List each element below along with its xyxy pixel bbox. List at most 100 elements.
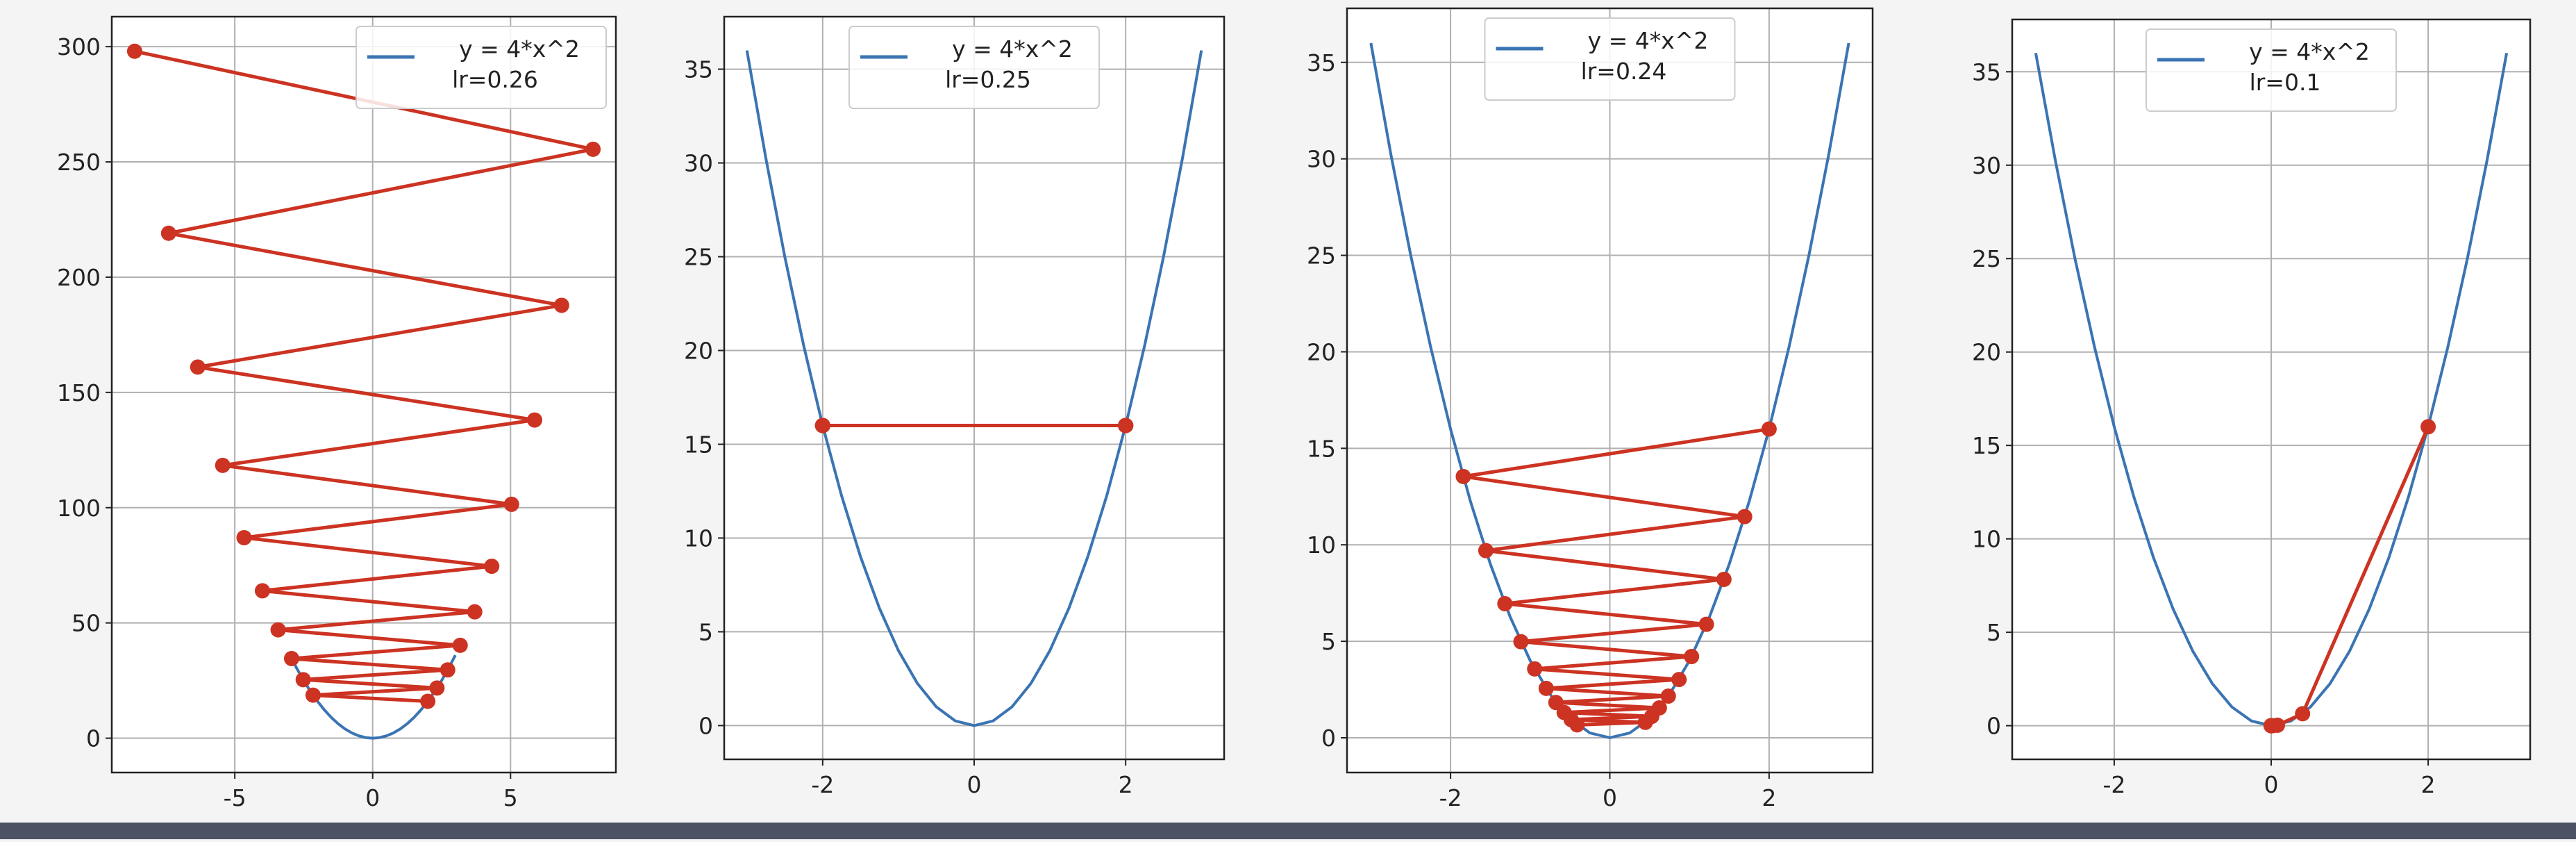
y-tick-label: 30: [1972, 152, 2001, 179]
x-tick-label: -2: [1439, 784, 1462, 811]
series-line: [1463, 427, 1770, 727]
point: [1513, 634, 1529, 650]
point: [1716, 571, 1732, 587]
point: [1478, 543, 1494, 559]
point: [503, 496, 519, 512]
y-tick-label: 35: [1972, 58, 2001, 85]
point: [553, 297, 569, 313]
x-tick-label: -2: [2102, 771, 2125, 798]
x-tick-label: 2: [2421, 771, 2436, 798]
y-tick-label: 35: [684, 56, 713, 83]
point: [270, 622, 286, 638]
x-tick-label: 0: [2264, 771, 2279, 798]
y-tick-label: 10: [1307, 531, 1336, 559]
y-tick-label: 100: [57, 495, 101, 522]
y-tick-label: 20: [1307, 338, 1336, 365]
y-tick-label: 15: [1972, 432, 2001, 459]
point: [484, 559, 500, 575]
y-tick-label: 10: [1972, 526, 2001, 553]
y-tick-label: 30: [1307, 146, 1336, 173]
x-tick-label: -5: [224, 784, 246, 811]
legend-box: [2146, 28, 2397, 112]
bottom-bar: [0, 823, 2576, 839]
point: [2264, 718, 2279, 734]
y-tick-label: 150: [57, 379, 101, 406]
point: [526, 412, 542, 428]
point: [2295, 706, 2311, 722]
point: [1538, 680, 1554, 696]
series-line: [134, 49, 594, 703]
point: [1118, 418, 1134, 434]
y-tick-label: 15: [1307, 435, 1336, 462]
point: [452, 637, 468, 653]
point: [215, 457, 231, 473]
y-tick-label: 30: [684, 150, 713, 177]
x-tick-label: 2: [1119, 771, 1133, 798]
point: [420, 693, 436, 709]
legend-note: lr=0.24: [1581, 58, 1667, 85]
point: [254, 583, 270, 599]
legend-box: [356, 26, 607, 109]
legend-note: lr=0.1: [2250, 69, 2321, 96]
y-tick-label: 200: [57, 264, 101, 291]
point: [2420, 419, 2436, 435]
y-tick-label: 0: [699, 712, 713, 739]
legend-label: y = 4*x^2: [952, 35, 1073, 63]
legend-label: y = 4*x^2: [459, 35, 580, 63]
y-tick-label: 5: [1987, 619, 2001, 646]
point: [283, 650, 299, 666]
point: [440, 662, 455, 678]
y-tick-label: 15: [684, 431, 713, 458]
y-tick-label: 0: [86, 725, 101, 752]
point: [467, 604, 483, 620]
x-tick-label: -2: [811, 771, 834, 798]
y-tick-label: 0: [1321, 725, 1336, 752]
point: [1660, 688, 1676, 704]
y-tick-label: 25: [1972, 245, 2001, 272]
y-tick-label: 250: [57, 149, 101, 176]
y-tick-label: 0: [1987, 713, 2001, 740]
point: [190, 359, 206, 375]
point: [305, 687, 321, 703]
point: [814, 418, 830, 434]
y-tick-label: 35: [1307, 49, 1336, 76]
point: [1527, 661, 1543, 677]
x-tick-label: 5: [503, 784, 518, 811]
point: [126, 43, 142, 59]
point: [1761, 421, 1777, 437]
point: [1455, 468, 1471, 484]
y-tick-label: 20: [684, 338, 713, 365]
point: [1637, 714, 1653, 730]
point: [1684, 649, 1700, 665]
y-tick-label: 25: [684, 244, 713, 271]
y-tick-label: 5: [699, 618, 713, 645]
y-tick-label: 10: [684, 525, 713, 552]
axes-frame: [723, 15, 1226, 761]
y-tick-label: 25: [1307, 242, 1336, 270]
axes-frame: [2011, 18, 2532, 761]
legend-box: [1484, 17, 1736, 101]
axes-frame: [1346, 7, 1874, 774]
point: [236, 529, 252, 545]
x-tick-label: 2: [1762, 784, 1776, 811]
point: [160, 225, 176, 241]
y-tick-label: 50: [72, 610, 101, 637]
legend-box: [848, 26, 1100, 109]
x-tick-label: 0: [967, 771, 982, 798]
axes-frame: [110, 15, 617, 774]
point: [1497, 595, 1513, 611]
point: [1698, 616, 1714, 632]
point: [585, 141, 601, 157]
x-tick-label: 0: [365, 784, 380, 811]
y-tick-label: 300: [57, 33, 101, 60]
legend-label: y = 4*x^2: [2249, 38, 2370, 65]
legend-note: lr=0.26: [452, 66, 538, 93]
legend-label: y = 4*x^2: [1588, 27, 1709, 54]
point: [1548, 695, 1564, 711]
